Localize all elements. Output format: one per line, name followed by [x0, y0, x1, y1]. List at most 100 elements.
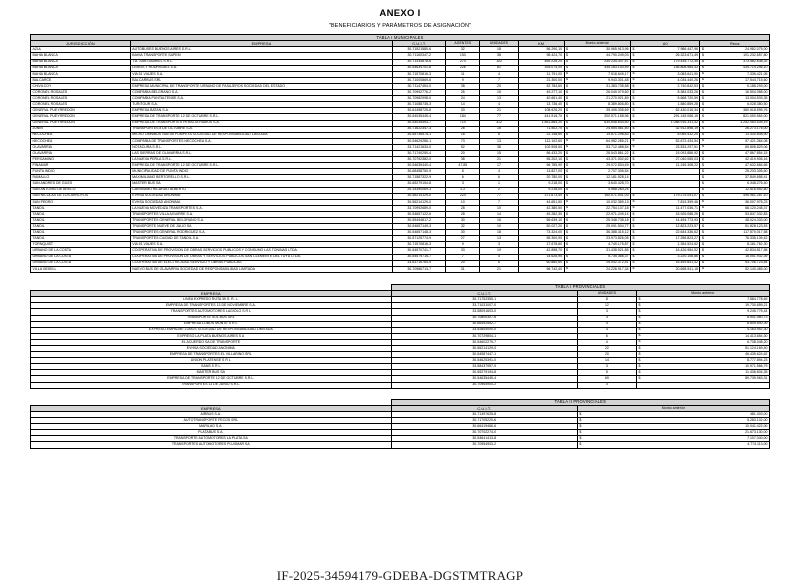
currency-symbol: $ [566, 254, 568, 259]
currency-symbol: $ [632, 266, 635, 271]
page-title: ANEXO I [379, 8, 421, 19]
currency-symbol: $ [638, 345, 641, 350]
table-municipales-block: TABLA I MUNICIPALES JURISDICCIÓN EMPRESA… [30, 33, 770, 273]
currency-symbol: $ [566, 65, 568, 70]
currency-symbol: $ [701, 132, 704, 137]
currency-symbol: $ [566, 120, 568, 125]
currency-symbol: $ [579, 429, 582, 434]
currency-symbol: $ [632, 132, 635, 137]
cell-empresa: NUEVO BUS DE OLAVARRIA SOCIEDAD DE RESPO… [129, 265, 394, 273]
currency-symbol: $ [579, 411, 582, 416]
currency-symbol: $ [566, 77, 568, 82]
table-municipales-body: AZUL AUTOBUSES BUENOS AIRES S.R.L. 30-7152… [30, 46, 770, 273]
currency-symbol: $ [701, 53, 704, 58]
currency-symbol: $ [566, 83, 568, 88]
currency-symbol: $ [566, 114, 568, 118]
currency-symbol: $ [632, 193, 635, 198]
currency-symbol: $ [566, 138, 568, 143]
currency-symbol: $ [632, 101, 635, 106]
currency-symbol: $ [632, 59, 635, 64]
currency-symbol: $ [566, 199, 568, 204]
currency-symbol: $ [579, 442, 582, 447]
currency-symbol: $ [566, 223, 568, 228]
currency-symbol: $ [638, 333, 641, 338]
currency-symbol: $ [632, 126, 635, 131]
currency-symbol: $ [632, 144, 635, 149]
currency-symbol: $ [701, 71, 704, 76]
currency-symbol: $ [701, 241, 704, 246]
currency-symbol: $ [701, 89, 704, 94]
currency-symbol: $ [632, 260, 635, 265]
currency-symbol: $ [566, 95, 568, 100]
currency-symbol: $ [632, 77, 635, 82]
currency-symbol: $ [638, 363, 641, 368]
currency-symbol: $ [638, 296, 641, 301]
currency-symbol: $ [632, 235, 635, 240]
footer-stamp: IF-2025-34594179-GDEBA-DGSTMTRAGP [276, 568, 524, 583]
currency-symbol: $ [701, 46, 704, 51]
currency-symbol: $ [632, 95, 635, 100]
currency-symbol: $ [701, 101, 704, 106]
currency-symbol: $ [701, 150, 704, 155]
currency-symbol: $ [632, 205, 635, 210]
table-provinciales-1-banner: TABLA I PROVINCIALES [390, 283, 771, 292]
currency-symbol: $ [701, 266, 704, 271]
currency-symbol: $ [632, 53, 635, 58]
currency-symbol: $ [701, 162, 704, 167]
table-municipales: TABLA I MUNICIPALES JURISDICCIÓN EMPRESA… [30, 33, 770, 273]
currency-symbol: $ [701, 211, 704, 216]
currency-symbol: $ [701, 83, 704, 88]
currency-symbol: $ [638, 315, 641, 320]
currency-symbol: $ [701, 114, 704, 118]
currency-symbol: $ [632, 162, 635, 167]
cell-monto-anterior: $24.226.917,34 [563, 265, 632, 273]
cell-monto-anterior: $4.774.113,00 [576, 441, 771, 449]
currency-symbol: $ [701, 138, 704, 143]
currency-symbol: $ [566, 235, 568, 240]
cell-unidades: 21 [479, 265, 519, 273]
cell-a0: $20.698.941,18 [630, 265, 701, 273]
currency-symbol: $ [701, 120, 704, 125]
currency-symbol: $ [632, 223, 635, 228]
currency-symbol: $ [566, 193, 568, 198]
currency-symbol: $ [566, 71, 568, 76]
currency-symbol: $ [566, 174, 568, 179]
currency-symbol: $ [566, 205, 568, 210]
table-provinciales-2-block: TABLA II PROVINCIALES EMPRESA C.U.I.T. M… [30, 398, 771, 449]
currency-symbol: $ [566, 107, 568, 112]
table-municipales-banner: TABLA I MUNICIPALES [30, 33, 770, 42]
table-provinciales-2: TABLA II PROVINCIALES EMPRESA C.U.I.T. M… [30, 398, 771, 449]
cell-unidades: 3 [576, 381, 637, 389]
currency-symbol: $ [701, 107, 704, 112]
currency-symbol: $ [701, 77, 704, 82]
cell-empresa: TRANSPORTES 11 DE JUNIO S.R.L. [30, 381, 392, 389]
cell-cuit: 30-70964900-2 [390, 381, 578, 389]
cell-jurisdiccion: VILLA GESELL [30, 265, 131, 273]
currency-symbol: $ [566, 211, 568, 216]
currency-symbol: $ [701, 254, 704, 259]
currency-symbol: $ [632, 150, 635, 155]
currency-symbol: $ [638, 339, 641, 344]
currency-symbol: $ [579, 423, 582, 428]
currency-symbol: $ [701, 229, 704, 234]
currency-symbol: $ [701, 217, 704, 222]
table-row: VILLA GESELL NUEVO BUS DE OLAVARRIA SOCIE… [30, 265, 770, 273]
currency-symbol: $ [632, 211, 635, 216]
currency-symbol: $ [566, 46, 568, 51]
currency-symbol: $ [566, 132, 568, 137]
currency-symbol: $ [632, 156, 635, 161]
currency-symbol: $ [566, 248, 568, 253]
cell-reca: $52.140.465,00 [699, 265, 770, 273]
currency-symbol: $ [632, 199, 635, 204]
table-row: TRANSPORTES 11 DE JUNIO S.R.L. 30-7096490… [30, 381, 771, 389]
currency-symbol: $ [701, 260, 704, 265]
table-provinciales-1-banner-row: TABLA I PROVINCIALES [31, 283, 771, 292]
currency-symbol: $ [701, 223, 704, 228]
currency-symbol: $ [632, 114, 635, 118]
currency-symbol: $ [632, 89, 635, 94]
table-row: PERGAMINO LA NUEVA PERLA S.R.L. 30-7079238… [30, 156, 770, 164]
currency-symbol: $ [632, 120, 635, 125]
currency-symbol: $ [701, 174, 704, 179]
cell-km: 56.742,40 [517, 265, 565, 273]
currency-symbol: $ [632, 229, 635, 234]
